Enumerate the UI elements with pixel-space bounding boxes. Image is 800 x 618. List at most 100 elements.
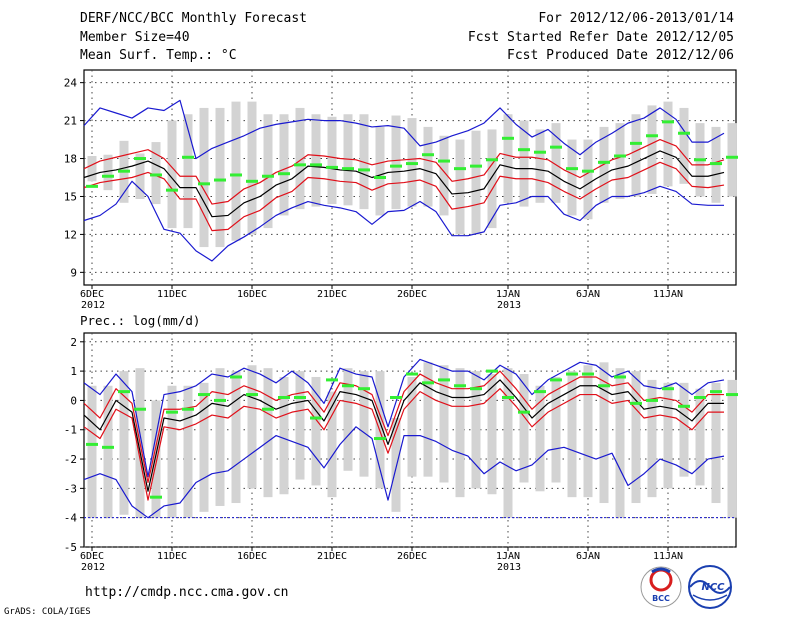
prec-median-mark [518, 410, 530, 414]
bcc-logo: BCC [640, 566, 682, 608]
prec-xtick-year: 2013 [497, 562, 521, 573]
temp-lower-line [83, 161, 725, 232]
temp-median-mark [486, 158, 498, 162]
prec-median-mark [582, 372, 594, 376]
prec-median-mark [406, 372, 418, 376]
temp-box [199, 107, 209, 248]
temp-box [615, 123, 625, 199]
prec-box [615, 368, 625, 518]
temp-box [359, 114, 369, 210]
temp-median-mark [166, 188, 178, 192]
temp-median-mark [230, 173, 242, 177]
temp-median-mark [582, 169, 594, 173]
prec-box [231, 371, 241, 504]
temp-median-mark [390, 164, 402, 168]
prec-median-mark [678, 404, 690, 408]
prec-box [327, 391, 337, 498]
prec-box [695, 388, 705, 486]
prec-median-mark [598, 384, 610, 388]
prec-median-mark [726, 393, 738, 397]
member-size-label: Member Size=40 [80, 30, 190, 45]
prec-median-mark [550, 378, 562, 382]
prec-median-mark [326, 378, 338, 382]
temp-box [471, 130, 481, 235]
temp-box [263, 114, 273, 229]
temp-median-mark [502, 136, 514, 140]
temp-xtick-label: 11DEC [157, 289, 187, 300]
temp-box [503, 114, 513, 203]
prec-ytick-label: 1 [70, 365, 77, 378]
temp-box [103, 154, 113, 191]
prec-box [647, 379, 657, 498]
prec-box [263, 368, 273, 498]
temp-xtick-label: 6JAN [576, 289, 600, 300]
temp-box [679, 107, 689, 184]
prec-box [167, 385, 177, 518]
prec-box [391, 418, 401, 512]
temp-median-mark [518, 148, 530, 152]
temp-median-mark [86, 184, 98, 188]
prec-box [295, 371, 305, 480]
prec-box [487, 374, 497, 495]
temp-median-mark [294, 163, 306, 167]
temp-median-mark [630, 141, 642, 145]
temp-box [183, 114, 193, 229]
variable-label: Mean Surf. Temp.: °C [80, 48, 237, 63]
prec-box [663, 382, 673, 489]
temp-median-mark [102, 174, 114, 178]
prec-median-mark [214, 398, 226, 402]
temp-box [631, 114, 641, 197]
prec-box [679, 382, 689, 477]
temp-median-mark [534, 150, 546, 154]
temp-median-mark [614, 154, 626, 158]
prec-xtick-label: 16DEC [237, 551, 267, 562]
prec-box [455, 368, 465, 498]
temp-box [343, 114, 353, 206]
temp-box [535, 129, 545, 203]
temp-box [583, 139, 593, 220]
temp-max-line [83, 99, 725, 160]
prec-box [631, 371, 641, 504]
source-url[interactable]: http://cmdp.ncc.cma.gov.cn [85, 585, 289, 600]
prec-box [343, 368, 353, 471]
prec-median-mark [342, 384, 354, 388]
temp-box [423, 126, 433, 207]
forecast-produced-date: Fcst Produced Date 2012/12/06 [507, 48, 734, 63]
prec-box [407, 376, 417, 477]
temp-box [727, 123, 737, 197]
prec-median-mark [150, 495, 162, 499]
temp-box [279, 114, 289, 216]
prec-median-mark [182, 407, 194, 411]
prec-box [311, 376, 321, 486]
temp-median-mark [374, 176, 386, 179]
prec-max-line [83, 358, 725, 478]
prec-xtick-label: 26DEC [397, 551, 427, 562]
temp-median-mark [358, 168, 370, 172]
prec-median-mark [502, 395, 514, 399]
prec-box [119, 371, 129, 515]
temp-xtick-year: 2013 [497, 300, 521, 311]
temp-median-mark [678, 131, 690, 135]
temp-median-mark [310, 163, 322, 167]
temp-xtick-label: 21DEC [317, 289, 347, 300]
temp-median-mark [134, 157, 146, 161]
prec-median-mark [566, 372, 578, 376]
temp-box [231, 101, 241, 241]
temp-median-mark [598, 160, 610, 164]
temp-box [567, 139, 577, 216]
prec-xtick-label: 6JAN [576, 551, 600, 562]
prec-median-mark [310, 416, 322, 420]
temp-box [647, 105, 657, 194]
temp-median-mark [422, 153, 434, 157]
temp-box [455, 139, 465, 235]
temp-median-mark [214, 178, 226, 182]
prec-lower-line [83, 388, 724, 501]
prec-xtick-label: 21DEC [317, 551, 347, 562]
prec-box [183, 385, 193, 518]
temp-box [391, 115, 401, 210]
temp-median-mark [454, 167, 466, 171]
prec-box [535, 385, 545, 492]
temp-median-mark [278, 172, 290, 176]
